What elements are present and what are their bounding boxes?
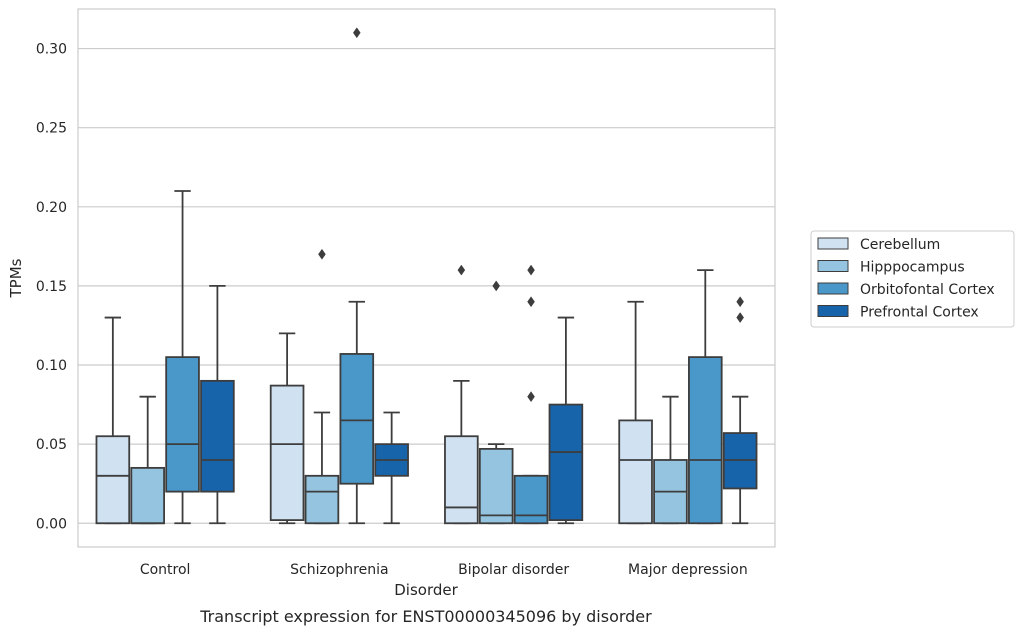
chart-caption: Transcript expression for ENST0000034509… (199, 607, 652, 626)
legend-label: Cerebellum (860, 237, 940, 253)
box-group (339, 27, 375, 525)
y-tick-label: 0.20 (36, 200, 67, 216)
boxes (95, 27, 758, 525)
box (130, 466, 165, 525)
box-group (269, 332, 305, 525)
x-axis-ticks: Control Schizophrenia Bipolar disorder Majo… (140, 562, 748, 578)
legend: Cerebellum Hipppocampus Orbitofontal Corte… (810, 230, 1015, 328)
box (304, 474, 340, 525)
y-axis-ticks: 0.00 0.05 0.10 0.15 0.20 0.25 0.30 (36, 42, 67, 533)
legend-swatch (817, 260, 849, 272)
outlier-marker (318, 248, 326, 260)
legend-swatch (817, 237, 849, 250)
legend-frame (810, 230, 1015, 328)
legend-swatch (817, 305, 849, 317)
outlier-marker (457, 264, 466, 276)
y-tick-label: 0.15 (36, 279, 67, 295)
box-group (304, 248, 340, 525)
y-tick-label: 0.25 (36, 121, 67, 137)
outlier-marker (736, 296, 744, 308)
box (165, 356, 200, 493)
box (478, 447, 514, 525)
x-tick-label: Schizophrenia (290, 562, 388, 578)
y-tick-label: 0.05 (36, 437, 67, 453)
box-group (513, 264, 549, 525)
box-group (130, 395, 165, 525)
box (95, 435, 131, 525)
legend-swatch (817, 282, 849, 295)
box-group (200, 285, 235, 525)
box (339, 353, 375, 485)
box (688, 356, 723, 525)
plot-area-frame (77, 8, 776, 548)
x-tick-label: Major depression (628, 562, 748, 578)
outlier-marker (527, 264, 535, 276)
box (269, 384, 305, 522)
outlier-marker (527, 296, 535, 308)
y-tick-label: 0.00 (36, 516, 67, 532)
box-group (722, 296, 758, 525)
box-group (95, 316, 131, 525)
box-group (548, 316, 584, 525)
legend-label: Orbitofontal Cortex (860, 282, 995, 298)
x-tick-label: Bipolar disorder (458, 562, 569, 578)
box-group (653, 395, 688, 525)
x-axis-label: Disorder (394, 581, 458, 599)
box (200, 379, 235, 493)
outlier-marker (736, 312, 744, 323)
outlier-marker (527, 391, 535, 403)
outlier-marker (352, 27, 361, 39)
box-group (165, 190, 200, 525)
y-axis-label: TPMs (7, 258, 25, 298)
box-group (478, 280, 514, 525)
box (618, 419, 653, 525)
y-tick-label: 0.10 (36, 358, 67, 374)
x-tick-label: Control (140, 562, 191, 578)
box-group (618, 300, 653, 525)
box (444, 435, 479, 525)
outlier-marker (492, 280, 501, 292)
box-group (374, 411, 409, 525)
box (548, 403, 584, 521)
box-group (444, 264, 479, 525)
legend-label: Hipppocampus (860, 260, 965, 276)
legend-label: Prefrontal Cortex (860, 305, 979, 321)
box-group (688, 269, 723, 525)
y-tick-label: 0.30 (36, 42, 67, 58)
